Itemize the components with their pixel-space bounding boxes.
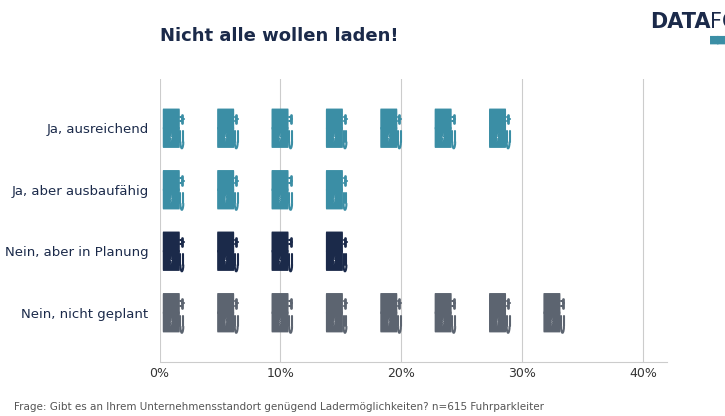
FancyBboxPatch shape [489,293,506,314]
FancyBboxPatch shape [271,250,289,271]
Polygon shape [551,317,552,327]
Polygon shape [388,133,389,142]
Polygon shape [225,256,226,265]
FancyBboxPatch shape [380,109,397,129]
FancyBboxPatch shape [162,188,180,209]
FancyBboxPatch shape [380,293,397,314]
Polygon shape [334,317,335,327]
Polygon shape [388,317,389,327]
Polygon shape [497,317,498,327]
FancyBboxPatch shape [271,312,289,332]
FancyBboxPatch shape [162,127,180,148]
Polygon shape [225,133,226,142]
Text: ■: ■ [716,35,725,45]
Polygon shape [442,133,444,142]
FancyBboxPatch shape [162,170,180,191]
FancyBboxPatch shape [326,293,343,314]
FancyBboxPatch shape [489,127,506,148]
FancyBboxPatch shape [326,312,343,332]
FancyBboxPatch shape [271,109,289,129]
FancyBboxPatch shape [271,127,289,148]
FancyBboxPatch shape [218,109,234,129]
Text: DATA: DATA [650,12,710,32]
FancyBboxPatch shape [434,109,452,129]
FancyBboxPatch shape [271,293,289,314]
FancyBboxPatch shape [162,250,180,271]
FancyBboxPatch shape [218,188,234,209]
FancyBboxPatch shape [434,293,452,314]
FancyBboxPatch shape [326,250,343,271]
FancyBboxPatch shape [218,250,234,271]
Polygon shape [225,194,226,204]
FancyBboxPatch shape [543,293,560,314]
Polygon shape [334,194,335,204]
FancyBboxPatch shape [326,170,343,191]
Text: FORCE: FORCE [710,12,725,32]
FancyBboxPatch shape [434,312,452,332]
FancyBboxPatch shape [218,232,234,253]
FancyBboxPatch shape [326,127,343,148]
Polygon shape [279,256,281,265]
Polygon shape [334,256,335,265]
Polygon shape [279,317,281,327]
FancyBboxPatch shape [218,312,234,332]
FancyBboxPatch shape [326,188,343,209]
Polygon shape [334,133,335,142]
Polygon shape [279,133,281,142]
FancyBboxPatch shape [489,312,506,332]
Polygon shape [279,194,281,204]
Text: ■: ■ [709,35,719,45]
Polygon shape [225,317,226,327]
FancyBboxPatch shape [162,232,180,253]
FancyBboxPatch shape [218,170,234,191]
Text: Frage: Gibt es an Ihrem Unternehmensstandort genügend Ladermöglichkeiten? n=615 : Frage: Gibt es an Ihrem Unternehmensstan… [14,402,544,412]
Polygon shape [170,256,172,265]
FancyBboxPatch shape [489,109,506,129]
FancyBboxPatch shape [543,312,560,332]
FancyBboxPatch shape [218,127,234,148]
FancyBboxPatch shape [434,127,452,148]
FancyBboxPatch shape [162,312,180,332]
FancyBboxPatch shape [326,232,343,253]
Text: Nicht alle wollen laden!: Nicht alle wollen laden! [160,27,398,45]
FancyBboxPatch shape [271,188,289,209]
FancyBboxPatch shape [218,293,234,314]
Polygon shape [170,194,172,204]
FancyBboxPatch shape [380,312,397,332]
FancyBboxPatch shape [162,109,180,129]
FancyBboxPatch shape [162,293,180,314]
FancyBboxPatch shape [271,232,289,253]
FancyBboxPatch shape [326,109,343,129]
Polygon shape [170,133,172,142]
FancyBboxPatch shape [380,127,397,148]
Polygon shape [170,317,172,327]
Polygon shape [497,133,498,142]
Polygon shape [442,317,444,327]
FancyBboxPatch shape [271,170,289,191]
